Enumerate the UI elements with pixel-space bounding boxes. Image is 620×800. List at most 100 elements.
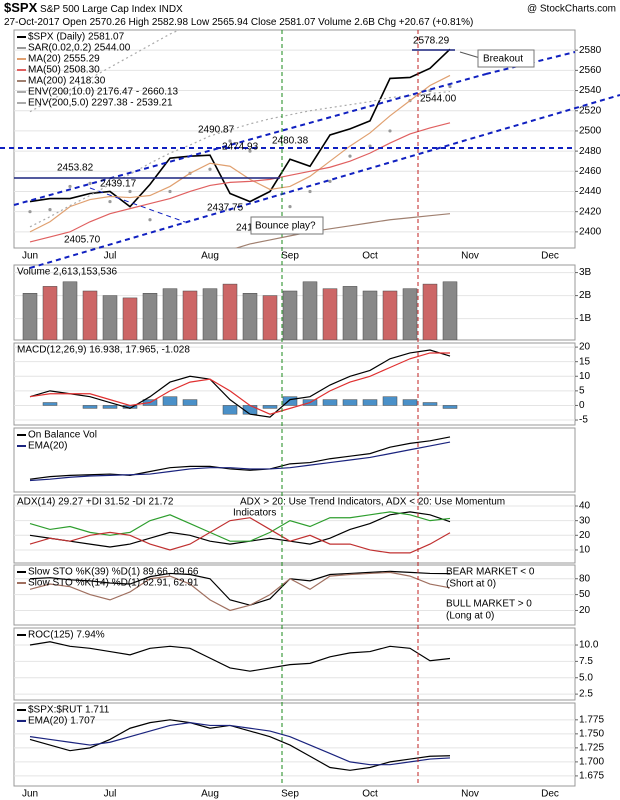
bar [382, 396, 398, 406]
legend-entry: ROC(125) 7.94% [28, 630, 105, 641]
bar [242, 405, 258, 415]
bar [442, 405, 458, 409]
x-tick-label: Nov [461, 251, 479, 262]
line [29, 349, 451, 418]
panel-title: MACD(12,26,9) 16.938, 17.965, -1.028 [17, 345, 190, 356]
x-tick-label: Aug [201, 789, 219, 800]
legend-entry: Slow STO %K(14) %D(1) 62.91, 62.91 [28, 578, 199, 589]
bar [222, 405, 238, 415]
annotation: 2480.38 [272, 136, 309, 147]
annotation: Bounce play? [255, 221, 316, 232]
sar-dot [228, 139, 232, 143]
sto-annotations: BEAR MARKET < 0 (Short at 0) BULL MARKET… [446, 567, 535, 622]
x-tick-label: Sep [281, 251, 299, 262]
bar [202, 288, 218, 340]
sar-dot [68, 184, 72, 189]
annotation: 2578.29 [413, 36, 450, 47]
line [29, 352, 451, 415]
panel-title: Volume 2,613,153,536 [17, 267, 118, 278]
bar [82, 290, 98, 340]
bar [162, 288, 178, 340]
bar [182, 290, 198, 340]
bar [122, 297, 138, 340]
source: @ StockCharts.com [527, 4, 616, 15]
bar [402, 399, 418, 406]
legend-entry: On Balance Vol [28, 430, 97, 441]
y-tick-label: 1.700 [579, 757, 604, 768]
minor-line [89, 187, 186, 223]
y-tick-label: 1B [579, 313, 592, 324]
sar-dot [28, 210, 32, 214]
annotation: 2474.93 [222, 142, 259, 153]
line [29, 722, 451, 766]
bar [342, 286, 358, 340]
y-tick-label: 2480 [579, 146, 602, 157]
sar-dot [388, 129, 392, 133]
breakout-box [477, 49, 535, 68]
y-tick-label: 2500 [579, 126, 602, 137]
bar [162, 396, 178, 406]
symbol: $SPX [4, 0, 38, 15]
line [234, 213, 451, 248]
bar [282, 396, 298, 406]
panel-frame [13, 702, 576, 787]
callout [459, 51, 481, 59]
bar [362, 399, 378, 406]
lower-channel [29, 94, 620, 269]
panels: 2400 2420 2440 2460 2480 2500 2520 2540 2560 2580… [13, 29, 604, 800]
bar [422, 283, 438, 340]
line [29, 641, 451, 672]
bar [442, 281, 458, 340]
y-tick-label: 7.5 [579, 656, 593, 667]
y-tick-label: 30 [579, 515, 591, 526]
panel-frame [13, 427, 576, 493]
y-tick-label: 2460 [579, 166, 602, 177]
sar-dot [148, 218, 152, 222]
y-tick-label: 2520 [579, 105, 602, 116]
bar [222, 283, 238, 340]
annotation: BEAR MARKET < 0 [446, 567, 535, 578]
bar [362, 290, 378, 340]
open: Open 2570.26 [62, 17, 126, 28]
bar [82, 405, 98, 409]
y-tick-label: 2560 [579, 65, 602, 76]
panel-note: ADX > 20: Use Trend Indicators, ADX < 20… [240, 497, 505, 508]
y-tick-label: 80 [579, 573, 591, 584]
index-name: S&P 500 Large Cap Index INDX [40, 4, 183, 15]
bar [322, 288, 338, 340]
bar [342, 399, 358, 406]
y-tick-label: 2.5 [579, 689, 593, 700]
x-tick-label: Jun [22, 251, 38, 262]
y-tick-label: 2400 [579, 226, 602, 237]
x-tick-label: Jul [104, 789, 117, 800]
annotation: 2544.00 [420, 94, 457, 105]
header-line: $SPX S&P 500 Large Cap Index INDX [4, 0, 183, 15]
legend-entry: $SPX:$RUT 1.711 [28, 705, 110, 716]
annotation: 2439.17 [100, 179, 137, 190]
legend-entry: MA(20) 2555.29 [28, 54, 100, 65]
price-annotations: 2578.29 2544.00 2490.87 2474.93 2480.38 … [57, 36, 535, 246]
date: 27-Oct-2017 [4, 17, 60, 28]
y-tick-label: 1.775 [579, 714, 604, 725]
panel-frame [13, 342, 576, 426]
y-tick-label: 5 [579, 385, 585, 396]
upper-channel [13, 73, 487, 206]
x-tick-label: Sep [281, 789, 299, 800]
bar [22, 293, 38, 340]
bar [402, 288, 418, 340]
sar-dot [368, 144, 372, 148]
sar-dot [128, 189, 132, 194]
bar [42, 402, 58, 406]
trend-lines [0, 30, 620, 786]
annotation: 2453.82 [57, 163, 94, 174]
y-tick-label: -5 [579, 415, 588, 426]
sar-dot [168, 189, 172, 194]
sar-dot [108, 199, 112, 204]
annotation: (Short at 0) [446, 579, 496, 590]
legend-entry: $SPX (Daily) 2581.07 [28, 32, 125, 43]
sar-dot [308, 189, 312, 194]
annotation: 2490.87 [198, 125, 235, 136]
line [29, 30, 181, 113]
legend-entry: Slow STO %K(39) %D(1) 89.66, 89.66 [28, 567, 199, 578]
bar [262, 295, 278, 340]
